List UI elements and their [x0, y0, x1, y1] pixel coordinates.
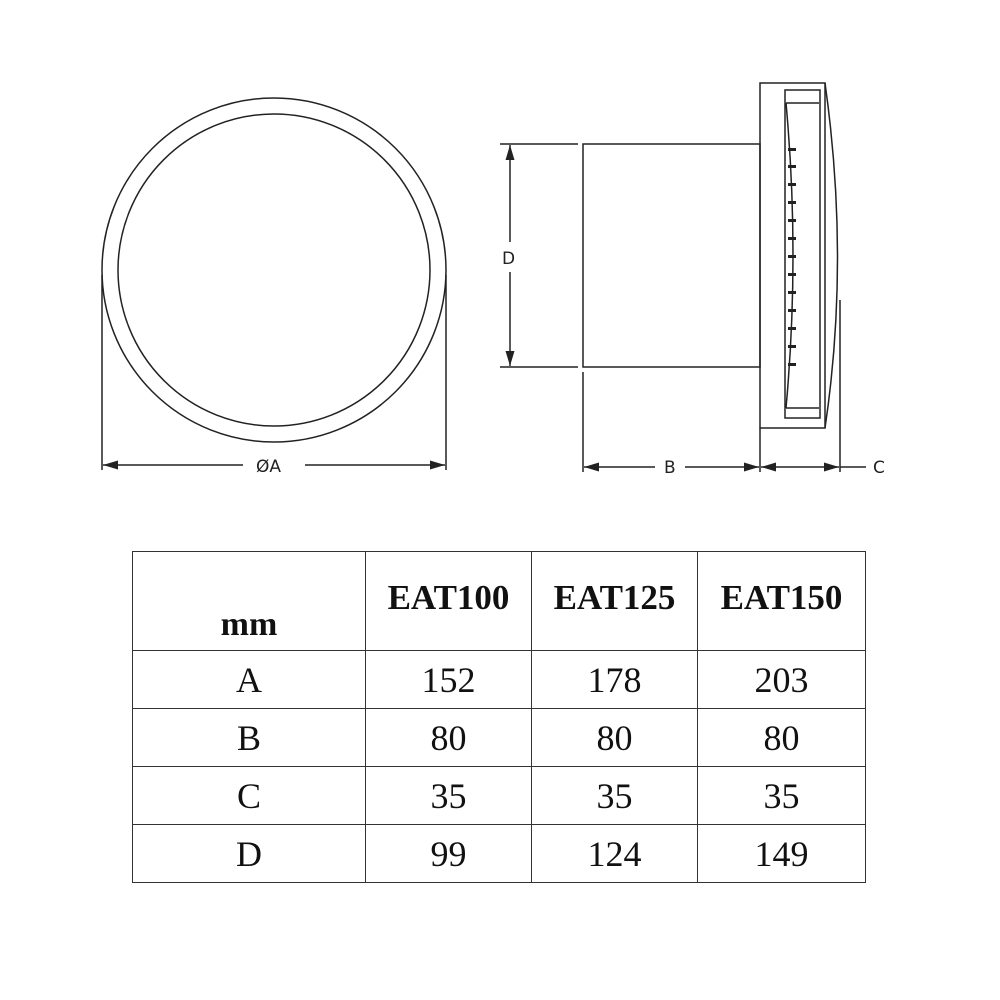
- cell: 152: [365, 650, 532, 709]
- table-row: B 80 80 80: [132, 708, 866, 767]
- row-label: A: [132, 650, 366, 709]
- cell: 80: [697, 708, 866, 767]
- cell: 35: [531, 766, 698, 825]
- cell: 80: [365, 708, 532, 767]
- row-label: B: [132, 708, 366, 767]
- duct: [582, 143, 761, 368]
- cover-front-curve: [824, 82, 839, 429]
- label-d: D: [502, 249, 515, 269]
- column-header: EAT125: [531, 551, 698, 651]
- cell: 149: [697, 824, 866, 883]
- cell: 35: [365, 766, 532, 825]
- label-b: B: [664, 458, 676, 478]
- cover-flange: [759, 82, 826, 429]
- front-inner-circle: [117, 113, 431, 427]
- label-c: C: [873, 458, 885, 478]
- label-diameter-a: ØA: [256, 457, 281, 477]
- table-header-row: mm EAT100 EAT125 EAT150: [132, 551, 866, 651]
- dimensions-table: mm EAT100 EAT125 EAT150 A 152 178 203 B …: [132, 551, 866, 883]
- table-row: D 99 124 149: [132, 824, 866, 883]
- column-header: EAT100: [365, 551, 532, 651]
- cell: 35: [697, 766, 866, 825]
- column-header: EAT150: [697, 551, 866, 651]
- cell: 203: [697, 650, 866, 709]
- row-label: D: [132, 824, 366, 883]
- cell: 178: [531, 650, 698, 709]
- table-row: C 35 35 35: [132, 766, 866, 825]
- unit-header: mm: [132, 551, 366, 651]
- cell: 80: [531, 708, 698, 767]
- cell: 124: [531, 824, 698, 883]
- cell: 99: [365, 824, 532, 883]
- table-row: A 152 178 203: [132, 650, 866, 709]
- row-label: C: [132, 766, 366, 825]
- front-outer-circle: [101, 97, 447, 443]
